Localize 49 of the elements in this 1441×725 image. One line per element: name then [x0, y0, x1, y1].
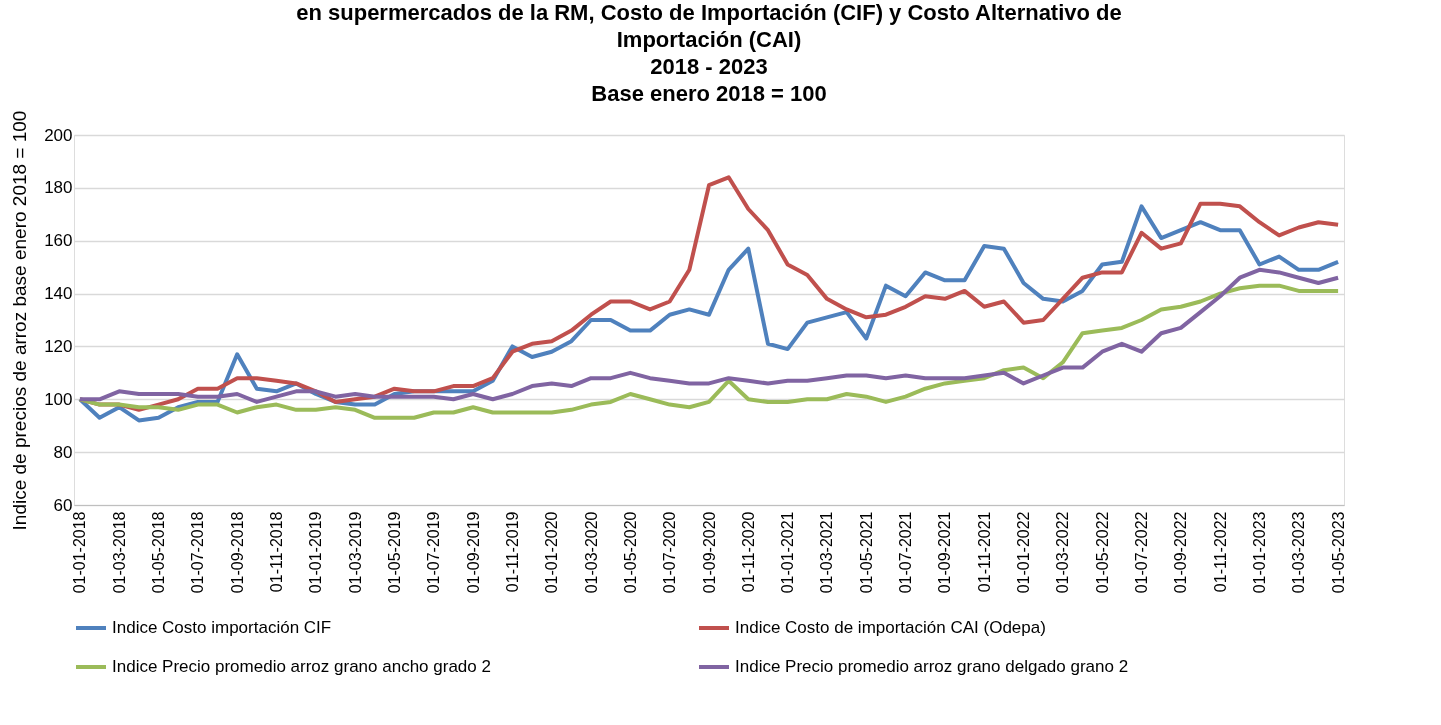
y-tick-label: 80: [53, 442, 73, 462]
x-tick-label: 01-11-2019: [503, 511, 521, 593]
x-tick-label: 01-05-2020: [621, 511, 639, 594]
x-tick-label: 01-09-2021: [936, 511, 954, 594]
x-tick-label: 01-03-2022: [1054, 511, 1072, 594]
x-tick-label: 01-07-2018: [189, 511, 207, 594]
x-tick-label: 01-01-2019: [307, 511, 325, 594]
x-tick-label: 01-05-2019: [385, 511, 403, 594]
y-tick-label: 160: [44, 231, 73, 251]
x-tick-label: 01-03-2021: [818, 511, 836, 594]
x-tick-label: 01-05-2018: [150, 511, 168, 594]
x-tick-label: 01-09-2020: [700, 511, 718, 594]
x-tick-label: 01-05-2021: [857, 511, 875, 594]
legend-label: Indice Precio promedio arroz grano delgado grano 2: [735, 657, 1129, 676]
chart-title: en supermercados de la RM, Costo de Importación (CIF) y Costo Alternativo de Importación (CAI) 2018 - 2023 Base enero 2018 = 100: [296, 0, 1122, 107]
y-tick-label: 100: [44, 389, 73, 409]
x-tick-label: 01-07-2020: [661, 511, 679, 594]
x-tick-label: 01-01-2021: [779, 511, 797, 594]
y-tick-label: 60: [53, 495, 73, 515]
y-tick-label: 120: [44, 336, 73, 356]
legend-label: Indice Precio promedio arroz grano ancho grado 2: [112, 657, 491, 676]
x-tick-label: 01-07-2019: [425, 511, 443, 594]
x-tick-label: 01-03-2018: [110, 511, 128, 594]
y-axis-title: Indice de precios de arroz base enero 2018 = 100: [9, 110, 31, 531]
x-tick-label: 01-11-2020: [739, 511, 757, 593]
y-tick-label: 140: [44, 284, 73, 304]
x-tick-label: 01-09-2018: [228, 511, 246, 594]
x-tick-label: 01-09-2022: [1172, 511, 1190, 594]
x-tick-label: 01-01-2022: [1015, 511, 1033, 594]
legend-label: Indice Costo de importación CAI (Odepa): [735, 618, 1046, 637]
x-tick-label: 01-11-2021: [975, 511, 993, 593]
y-tick-label: 180: [44, 178, 73, 198]
x-tick-label: 01-05-2023: [1329, 511, 1347, 594]
x-tick-label: 01-03-2019: [346, 511, 364, 594]
y-tick-label: 200: [44, 125, 73, 145]
x-tick-label: 01-01-2018: [71, 511, 89, 594]
x-tick-label: 01-03-2020: [582, 511, 600, 594]
x-tick-label: 01-07-2022: [1133, 511, 1151, 594]
legend-label: Indice Costo importación CIF: [112, 618, 332, 637]
x-tick-label: 01-07-2021: [897, 511, 915, 594]
x-tick-label: 01-03-2023: [1290, 511, 1308, 594]
x-tick-label: 01-11-2018: [267, 511, 285, 593]
x-tick-label: 01-05-2022: [1093, 511, 1111, 594]
x-tick-label: 01-01-2023: [1250, 511, 1268, 594]
x-tick-label: 01-11-2022: [1211, 511, 1229, 593]
x-tick-label: 01-01-2020: [543, 511, 561, 594]
line-series: [77, 267, 1341, 404]
x-tick-label: 01-09-2019: [464, 511, 482, 594]
line-series: [77, 283, 1341, 420]
